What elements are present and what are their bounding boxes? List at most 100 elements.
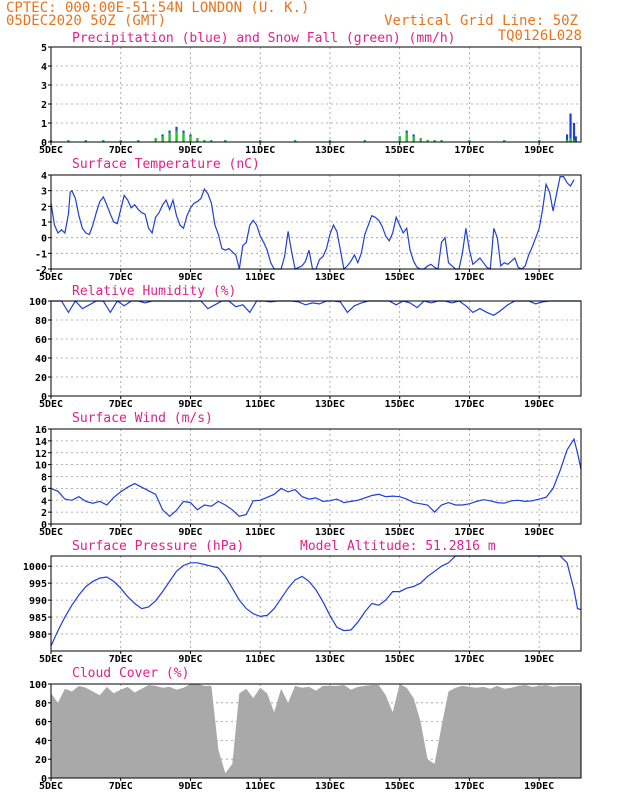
x-tick-label: 9DEC bbox=[178, 272, 202, 283]
x-tick-label: 7DEC bbox=[109, 527, 133, 538]
x-tick-label: 13DEC bbox=[315, 654, 345, 665]
y-tick-label: 2 bbox=[41, 508, 47, 519]
y-tick-label: 2 bbox=[41, 100, 47, 111]
rh-frame bbox=[50, 300, 582, 397]
snow-bar bbox=[419, 138, 422, 142]
x-tick-label: 5DEC bbox=[39, 145, 63, 156]
x-tick-label: 11DEC bbox=[245, 272, 275, 283]
snow-bar bbox=[398, 136, 401, 142]
x-tick-label: 19DEC bbox=[524, 145, 554, 156]
y-tick-label: 3 bbox=[41, 81, 47, 92]
snow-bar bbox=[565, 140, 569, 142]
snow-bar bbox=[168, 132, 171, 142]
snow-bar bbox=[572, 140, 576, 142]
y-tick-label: 40 bbox=[35, 354, 47, 365]
x-tick-label: 15DEC bbox=[385, 781, 415, 792]
y-tick-label: 100 bbox=[29, 680, 47, 691]
precip-title: Precipitation (blue) and Snow Fall (gree… bbox=[72, 31, 456, 46]
snow-bar bbox=[538, 140, 541, 142]
precip-bar bbox=[565, 134, 569, 142]
x-tick-label: 13DEC bbox=[315, 527, 345, 538]
rh-title: Relative Humidity (%) bbox=[72, 284, 236, 299]
y-tick-label: 60 bbox=[35, 718, 47, 729]
snow-bar bbox=[363, 140, 366, 142]
snow-bar bbox=[154, 138, 157, 142]
snow-bar bbox=[293, 140, 297, 142]
y-tick-label: 12 bbox=[35, 449, 47, 460]
x-tick-label: 11DEC bbox=[245, 527, 275, 538]
x-tick-label: 9DEC bbox=[178, 527, 202, 538]
y-tick-label: 14 bbox=[35, 437, 47, 448]
x-tick-label: 15DEC bbox=[385, 654, 415, 665]
y-tick-label: 2 bbox=[41, 202, 47, 213]
snow-bar bbox=[203, 140, 206, 142]
x-tick-label: 9DEC bbox=[178, 399, 202, 410]
header-vgrid: Vertical Grid Line: 50Z bbox=[384, 13, 578, 29]
y-tick-label: 8 bbox=[41, 473, 47, 484]
snow-bar bbox=[102, 140, 105, 142]
y-tick-label: 16 bbox=[35, 425, 47, 436]
cloud-area bbox=[51, 684, 581, 778]
x-tick-label: 11DEC bbox=[245, 781, 275, 792]
y-tick-label: 20 bbox=[35, 755, 47, 766]
cloud-frame bbox=[50, 683, 582, 779]
y-tick-label: 0 bbox=[41, 774, 47, 785]
y-tick-label: 0 bbox=[41, 234, 47, 245]
x-tick-label: 19DEC bbox=[524, 527, 554, 538]
x-tick-label: 9DEC bbox=[178, 781, 202, 792]
rh-line bbox=[51, 300, 581, 316]
x-tick-label: 11DEC bbox=[245, 145, 275, 156]
x-tick-label: 15DEC bbox=[385, 527, 415, 538]
snow-bar bbox=[196, 138, 199, 142]
x-tick-label: 17DEC bbox=[454, 272, 484, 283]
x-tick-label: 17DEC bbox=[454, 654, 484, 665]
cloud-title: Cloud Cover (%) bbox=[72, 666, 189, 681]
y-tick-label: 0 bbox=[41, 520, 47, 531]
snow-bar bbox=[433, 140, 436, 142]
y-tick-label: 10 bbox=[35, 461, 47, 472]
x-tick-label: 5DEC bbox=[39, 781, 63, 792]
x-tick-label: 17DEC bbox=[454, 527, 484, 538]
rh-panel: Relative Humidity (%) 0 20 40 60 80 100 5DEC 7DE… bbox=[29, 284, 582, 410]
snow-bar bbox=[259, 140, 262, 142]
header-date: 05DEC2020 50Z (GMT) bbox=[6, 13, 166, 29]
y-tick-label: 4 bbox=[41, 62, 47, 73]
x-tick-label: 5DEC bbox=[39, 654, 63, 665]
temp-line bbox=[50, 176, 575, 271]
pressure-panel: Surface Pressure (hPa) Model Altitude: 51… bbox=[23, 539, 582, 665]
snow-bar bbox=[210, 140, 213, 142]
x-tick-label: 7DEC bbox=[109, 654, 133, 665]
snow-bar bbox=[569, 138, 572, 142]
snow-bar bbox=[137, 140, 140, 142]
snow-bar bbox=[161, 136, 164, 142]
snow-bar bbox=[175, 130, 178, 142]
x-tick-label: 5DEC bbox=[39, 399, 63, 410]
snow-bar bbox=[426, 140, 429, 142]
y-tick-label: 40 bbox=[35, 736, 47, 747]
y-tick-label: 0 bbox=[41, 138, 47, 149]
y-tick-label: 0 bbox=[41, 392, 47, 403]
pressure-subtitle: Model Altitude: 51.2816 m bbox=[300, 539, 496, 554]
wind-line bbox=[50, 437, 582, 518]
snow-bar bbox=[224, 140, 227, 142]
x-tick-label: 19DEC bbox=[524, 781, 554, 792]
y-tick-label: -1 bbox=[35, 249, 47, 260]
header-code: TQ0126L028 bbox=[498, 28, 582, 44]
pressure-title: Surface Pressure (hPa) bbox=[72, 539, 244, 554]
y-tick-label: 990 bbox=[29, 596, 47, 607]
y-tick-label: 5 bbox=[41, 43, 47, 54]
x-tick-label: 17DEC bbox=[454, 781, 484, 792]
x-tick-label: 7DEC bbox=[109, 399, 133, 410]
x-tick-label: 11DEC bbox=[245, 399, 275, 410]
precip-bar bbox=[569, 113, 572, 142]
x-tick-label: 13DEC bbox=[315, 781, 345, 792]
y-tick-label: 1 bbox=[41, 218, 47, 229]
y-tick-label: 1000 bbox=[23, 562, 47, 573]
header-location: CPTEC: 000:00E-51:54N LONDON (U. K.) bbox=[6, 0, 309, 16]
x-tick-label: 13DEC bbox=[315, 399, 345, 410]
snow-bar bbox=[405, 132, 408, 142]
temp-panel: Surface Temperature (nC) -2 -1 0 1 2 3 4 5DEC 7DE… bbox=[35, 157, 582, 283]
precip-bar bbox=[574, 136, 577, 142]
